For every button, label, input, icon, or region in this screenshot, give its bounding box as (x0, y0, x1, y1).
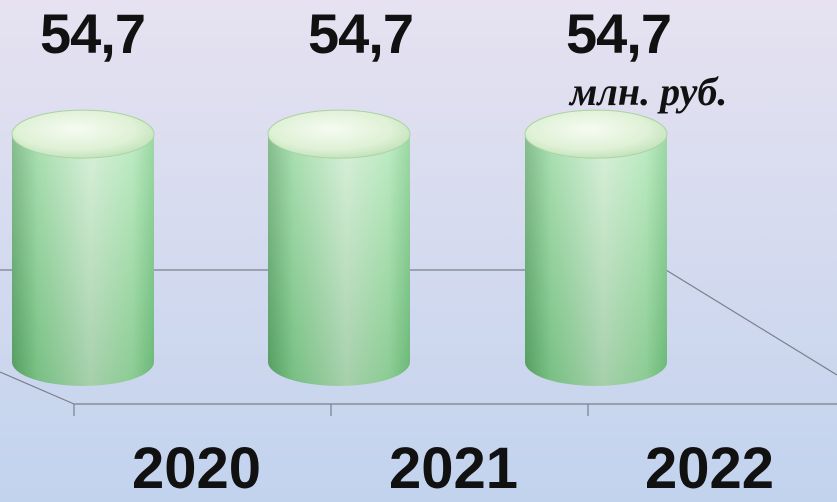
value-label-2020: 54,7 (40, 2, 146, 65)
value-label-2022: 54,7 (566, 2, 672, 65)
bar-2021 (267, 109, 411, 386)
bar-top (11, 109, 155, 159)
bar-2022 (524, 109, 668, 386)
floor-right-edge (665, 269, 837, 376)
bar-top (524, 109, 668, 159)
x-tick-label-2020: 2020 (132, 436, 262, 501)
bar-2020 (11, 109, 155, 386)
bar-shade (525, 134, 667, 386)
value-label-2021: 54,7 (308, 2, 414, 65)
bar-top (267, 109, 411, 159)
bar-shade (268, 134, 410, 386)
bar-shade (12, 134, 154, 386)
x-tick-label-2022: 2022 (645, 436, 775, 501)
x-tick-label-2021: 2021 (389, 436, 519, 501)
unit-label: млн. руб. (570, 69, 728, 114)
floor-left-edge (0, 371, 75, 405)
bar-series (11, 109, 668, 386)
